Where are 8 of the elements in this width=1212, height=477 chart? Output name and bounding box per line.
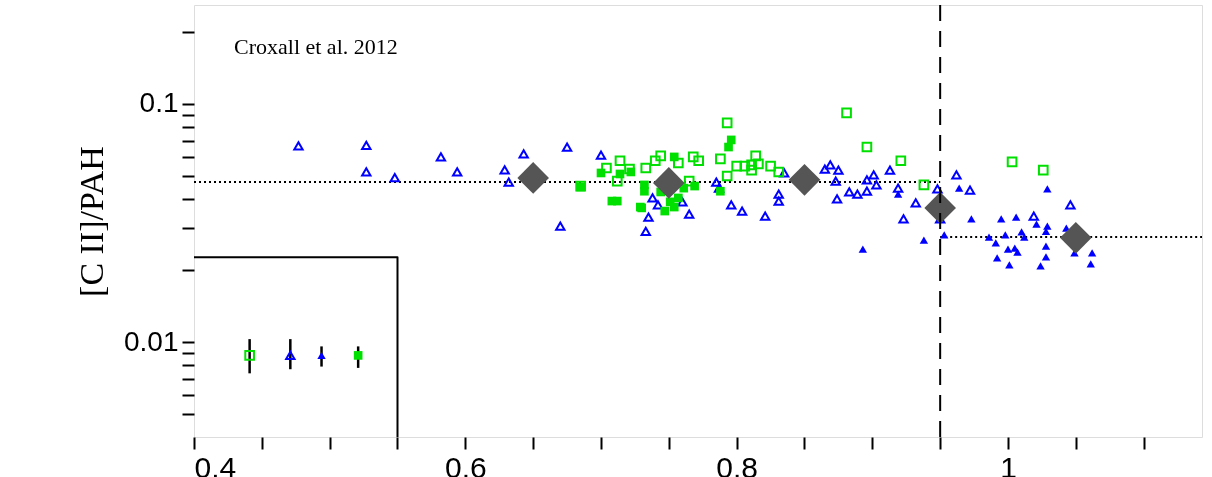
y-axis-title: [C II]/PAH bbox=[73, 146, 110, 297]
x-tick-label: 0.6 bbox=[444, 450, 487, 477]
x-tick-label: 0.8 bbox=[716, 450, 759, 477]
y-tick-label: 0.01 bbox=[124, 325, 179, 357]
x-tick-label: 0.4 bbox=[194, 450, 237, 477]
x-tick-label: 1 bbox=[1000, 450, 1017, 477]
annotation: Croxall et al. 2012 bbox=[234, 34, 398, 59]
y-tick-label: 0.1 bbox=[139, 87, 179, 119]
